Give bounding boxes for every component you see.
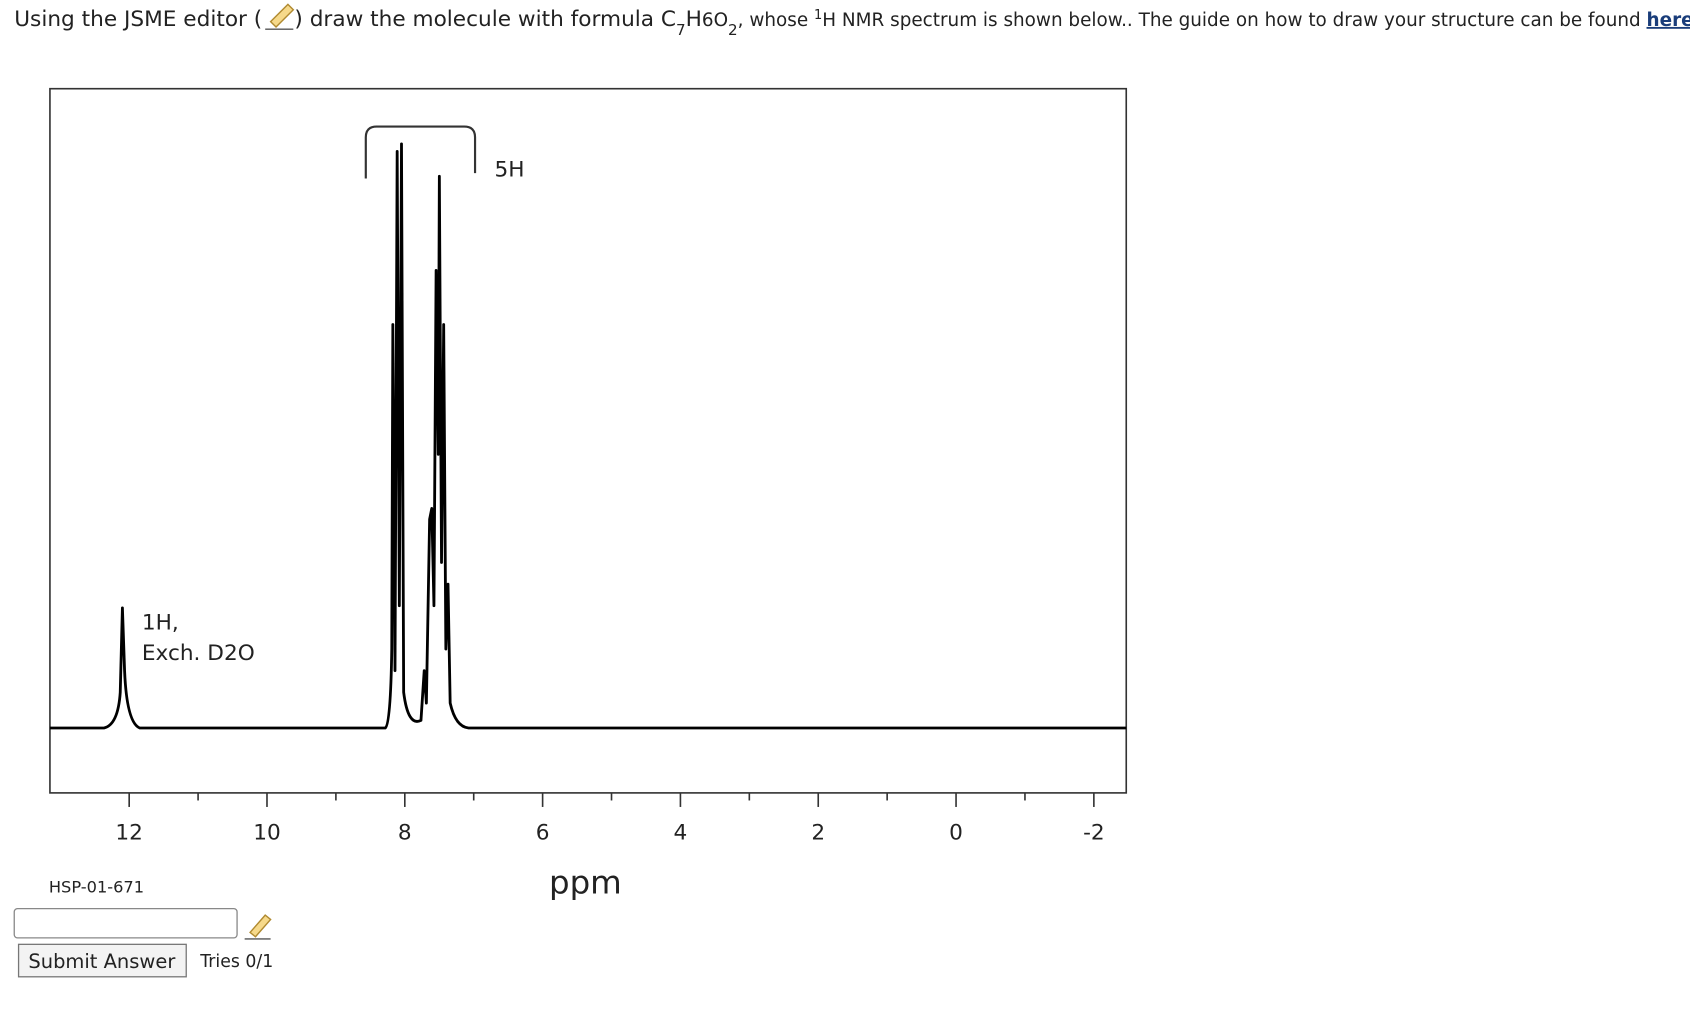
question-text: whose (744, 10, 814, 31)
annotation: 5H (495, 157, 525, 182)
submit-label[interactable]: Submit Answer (28, 950, 175, 973)
plot-frame (49, 87, 1128, 794)
jsme-icon (265, 3, 295, 30)
x-tick-label: 0 (949, 820, 963, 845)
x-tick-label: 8 (398, 820, 412, 845)
answer-input[interactable] (13, 907, 238, 939)
question-start: Using the JSME editor ( (14, 7, 262, 32)
x-tick-label: 4 (674, 820, 688, 845)
subscript: 7 (676, 21, 686, 39)
annotation: Exch. D2O (142, 641, 255, 666)
superscript: 1 (814, 7, 822, 22)
tries-counter: Tries 0/1 (199, 952, 273, 972)
x-tick-label: -2 (1083, 820, 1105, 845)
x-axis: 12 10 8 6 4 2 0 -2 (115, 792, 1105, 845)
sample-id: HSP-01-671 (49, 877, 144, 896)
edit-icon[interactable] (244, 914, 272, 940)
question-text: ) draw the molecule with formula C (294, 7, 676, 32)
question-text: H (686, 7, 702, 32)
x-tick-label: 2 (811, 820, 825, 845)
question-text: H NMR spectrum is shown below.. The guid… (822, 10, 1646, 31)
guide-link[interactable]: here (1647, 10, 1690, 31)
submit-button[interactable] (17, 943, 187, 978)
question-text: 6O (702, 10, 728, 31)
subscript: 2 (728, 21, 738, 39)
spectrum-trace (49, 142, 1127, 730)
question-text: ) draw the molecule with formula C7H6O2,… (294, 7, 1690, 39)
x-tick-label: 12 (115, 820, 143, 845)
x-tick-label: 6 (536, 820, 550, 845)
question-text: , (738, 10, 744, 31)
x-axis-label: ppm (549, 864, 622, 902)
integration-bracket (364, 125, 477, 179)
x-tick-label: 10 (253, 820, 281, 845)
annotation: 1H, (142, 611, 179, 636)
